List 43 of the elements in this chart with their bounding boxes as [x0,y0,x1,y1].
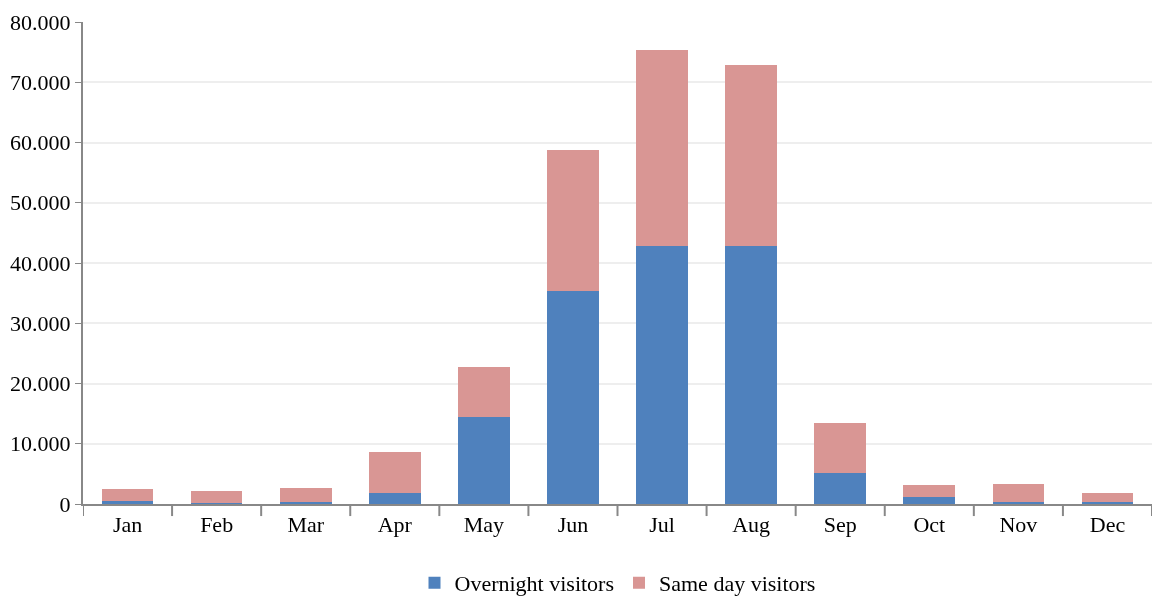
legend-label: Overnight visitors [454,571,614,597]
legend-label: Same day visitors [659,571,816,597]
x-tick-label: Jan [112,512,143,538]
y-tick-label: 60.000 [10,130,71,156]
x-tick-label: Jul [649,512,675,538]
bar [903,484,956,498]
bar [992,484,1045,502]
y-tick-label: 20.000 [10,371,71,397]
bar [190,491,243,503]
y-tick-label: 10.000 [10,431,71,457]
x-tick-label: May [463,512,505,538]
x-tick-label: Mar [287,512,325,538]
bar [636,245,688,504]
x-tick-label: Jun [557,512,589,538]
x-tick-label: Nov [999,512,1038,538]
bar [458,366,510,417]
y-tick-label: 40.000 [10,250,71,276]
x-tick-label: Sep [823,512,857,538]
y-tick-label: 50.000 [10,190,71,216]
bar [814,473,867,504]
bar [368,493,421,504]
bar [368,451,421,494]
bar [547,290,599,504]
bar [458,416,510,504]
y-tick-label: 30.000 [10,310,71,336]
y-tick-label: 70.000 [10,69,71,95]
bar [814,422,867,474]
x-tick-label: Apr [377,512,413,538]
bar [1081,493,1134,502]
y-tick-label: 0 [59,491,71,517]
bar [101,500,154,504]
bar [101,488,154,501]
x-tick-label: Feb [200,512,234,538]
y-tick-label: 80.000 [10,9,71,35]
bar [636,49,688,246]
bar [279,488,332,503]
x-tick-label: Aug [732,512,771,538]
bar [903,497,956,504]
bar [725,65,777,246]
bar [547,149,599,291]
bar [725,245,777,504]
x-tick-label: Oct [913,512,946,538]
x-tick-label: Dec [1089,512,1126,538]
